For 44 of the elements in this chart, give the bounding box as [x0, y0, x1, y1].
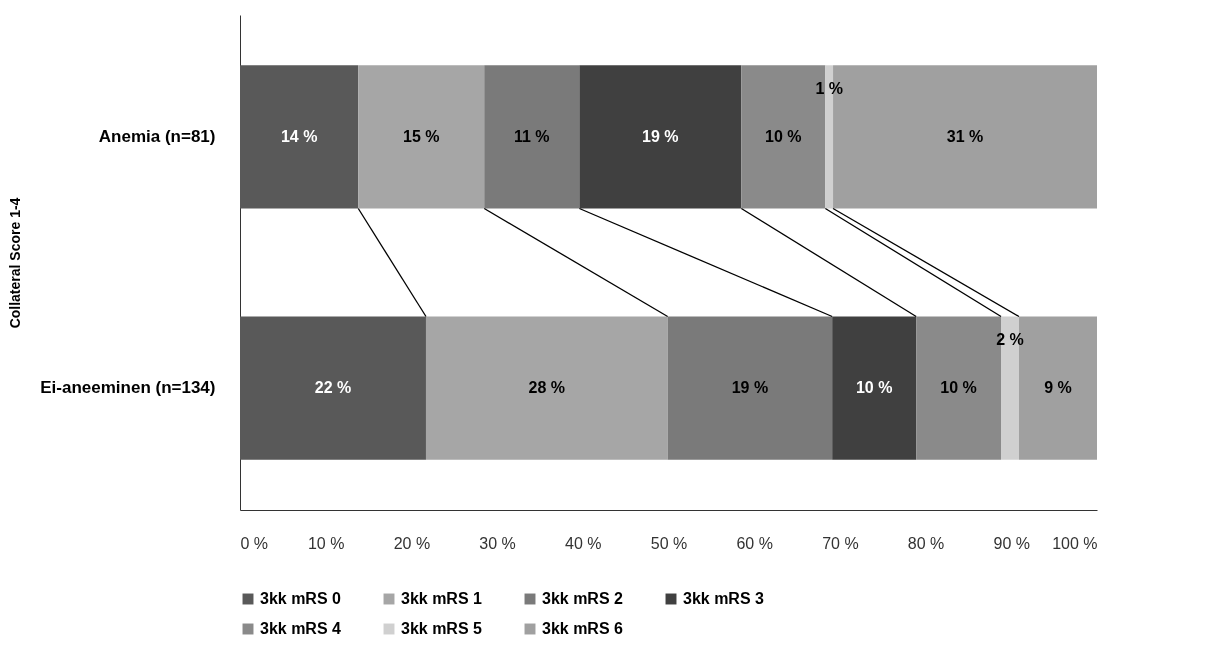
bar: [240, 316, 426, 460]
x-tick-label: 20 %: [393, 534, 431, 552]
x-tick-label: 60 %: [736, 534, 773, 552]
bar: [741, 65, 826, 209]
data-label: 10 %: [940, 379, 977, 397]
data-label: 31 %: [946, 127, 984, 145]
y-tick-label: Ei-aneeminen (n=134): [40, 378, 216, 398]
data-label: 10 %: [855, 379, 893, 397]
data-label: 28 %: [528, 379, 566, 397]
x-tick-label: 30 %: [479, 534, 516, 552]
legend-label: 3kk mRS 1: [401, 590, 483, 607]
legend-label: 3kk mRS 0: [260, 590, 342, 607]
bar: [240, 65, 359, 209]
legend-label: 3kk mRS 3: [683, 590, 765, 607]
data-label: 2 %: [996, 331, 1024, 349]
data-label: 10 %: [765, 127, 802, 145]
x-tick-label: 80 %: [907, 534, 945, 552]
data-label: 15 %: [403, 127, 440, 145]
bar: [832, 316, 917, 460]
x-tick-label: 0 %: [240, 534, 269, 552]
y-tick-label: Anemia (n=81): [98, 126, 216, 146]
legend-label: 3kk mRS 6: [542, 620, 624, 637]
legend-label: 3kk mRS 4: [260, 620, 342, 637]
y-axis-title: Collateral Score 1-4: [6, 197, 23, 329]
data-label: 11 %: [514, 127, 550, 145]
x-tick-label: 10 %: [307, 534, 345, 552]
data-label: 1 %: [815, 79, 843, 97]
x-tick-label: 50 %: [650, 534, 688, 552]
bar: [484, 65, 580, 209]
data-label: 19 %: [642, 127, 679, 145]
data-label: 14 %: [280, 127, 318, 145]
data-label: 19 %: [731, 379, 769, 397]
legend-label: 3kk mRS 5: [401, 620, 483, 637]
legend-label: 3kk mRS 2: [542, 590, 624, 607]
bar: [667, 316, 833, 460]
x-tick-label: 70 %: [822, 534, 859, 552]
bar: [579, 65, 742, 209]
bar: [358, 65, 485, 209]
x-tick-label: 40 %: [565, 534, 602, 552]
x-tick-label: 100 %: [1052, 534, 1098, 552]
data-label: 9 %: [1044, 379, 1072, 397]
bar: [425, 316, 668, 460]
x-tick-label: 90 %: [993, 534, 1031, 552]
data-label: 22 %: [314, 379, 352, 397]
